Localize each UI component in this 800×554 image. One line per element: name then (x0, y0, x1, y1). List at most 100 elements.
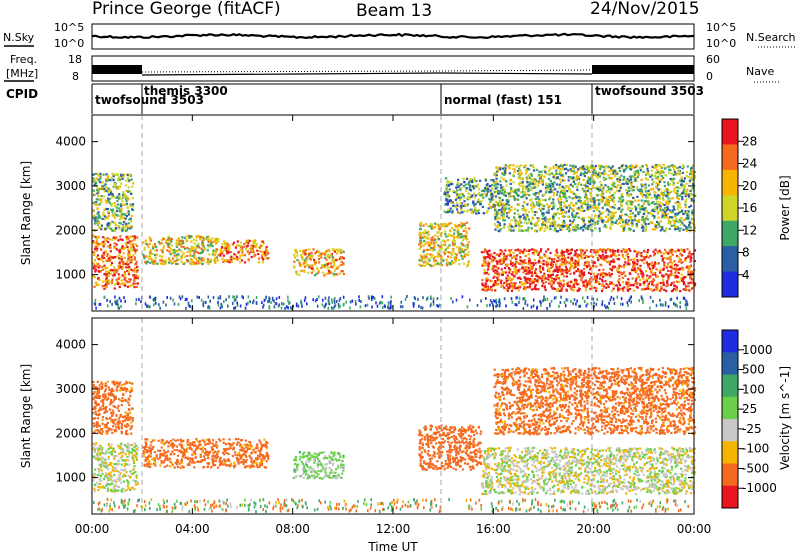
echo-cell (127, 213, 131, 216)
echo-cell (93, 285, 96, 288)
echo-cell (534, 194, 537, 197)
echo-cell (107, 226, 110, 229)
echo-cell (612, 200, 615, 203)
echo-cell (525, 176, 528, 179)
echo-cell (634, 282, 637, 285)
echo-cell (554, 213, 557, 216)
echo-cell (429, 243, 432, 246)
echo-cell (589, 177, 593, 180)
echo-cell (95, 201, 98, 204)
echo-cell (665, 251, 668, 254)
echo-cell (619, 178, 622, 181)
echo-cell (682, 189, 686, 192)
echo-cell (543, 169, 546, 172)
echo-cell (106, 282, 109, 285)
echo-cell (496, 262, 499, 265)
echo-cell (549, 279, 552, 282)
echo-cell (102, 214, 105, 217)
echo-cell (100, 201, 103, 204)
echo-cell (618, 278, 621, 281)
echo-cell (442, 243, 446, 246)
echo-cell (97, 174, 100, 177)
echo-cell (514, 287, 517, 290)
echo-cell (190, 258, 193, 261)
echo-cell (630, 215, 633, 219)
echo-cell (626, 286, 629, 289)
echo-cell (582, 282, 585, 286)
echo-cell (295, 272, 298, 276)
echo-cell (585, 172, 588, 175)
echo-cell (589, 266, 592, 269)
echo-cell (239, 249, 242, 252)
echo-cell (504, 204, 507, 207)
echo-cell (564, 172, 568, 175)
echo-cell (512, 283, 515, 286)
echo-cell (563, 221, 566, 224)
echo-cell (591, 185, 594, 188)
echo-cell (659, 205, 662, 208)
echo-cell (116, 209, 119, 212)
echo-cell (166, 238, 169, 241)
echo-cell (570, 263, 573, 266)
echo-cell (620, 200, 623, 203)
echo-cell (131, 254, 135, 257)
echo-cell (94, 172, 97, 175)
echo-cell (528, 277, 531, 281)
echo-cell (481, 193, 484, 196)
echo-cell (118, 193, 121, 196)
echo-cell (546, 264, 549, 268)
echo-cell (595, 187, 598, 190)
echo-cell (175, 239, 178, 242)
echo-cell (96, 212, 99, 215)
echo-cell (670, 164, 673, 167)
echo-cell (679, 179, 682, 182)
echo-cell (610, 172, 613, 175)
echo-cell (446, 262, 449, 265)
echo-cell (676, 186, 679, 189)
echo-cell (663, 189, 666, 192)
echo-cell (639, 258, 642, 261)
echo-cell (514, 263, 517, 266)
echo-cell (517, 221, 520, 224)
echo-cell (577, 264, 580, 267)
echo-cell (167, 245, 170, 248)
echo-cell (170, 237, 173, 240)
echo-cell (115, 278, 118, 281)
echo-cell (534, 279, 537, 282)
echo-cell (600, 193, 604, 196)
echo-cell (234, 246, 237, 249)
echo-cell (677, 219, 680, 223)
echo-cell (440, 263, 443, 267)
echo-cell (121, 200, 124, 203)
echo-cell (582, 172, 585, 175)
echo-cell (99, 243, 102, 246)
echo-cell (181, 236, 184, 239)
beam-title: Beam 13 (356, 1, 432, 21)
echo-cell (477, 212, 481, 215)
echo-cell (238, 257, 241, 260)
echo-cell (680, 223, 683, 226)
echo-cell (528, 249, 531, 252)
echo-cell (558, 165, 561, 168)
echo-cell (95, 238, 98, 242)
echo-cell (494, 289, 497, 292)
echo-cell (486, 263, 489, 266)
echo-cell (458, 193, 461, 196)
echo-cell (489, 191, 492, 194)
echo-cell (326, 262, 330, 266)
echo-cell (667, 222, 670, 225)
echo-cell (533, 204, 536, 208)
echo-cell (549, 228, 552, 231)
echo-cell (594, 221, 597, 224)
echo-cell (543, 274, 546, 277)
echo-cell (625, 202, 628, 205)
echo-cell (671, 209, 674, 212)
echo-cell (548, 270, 551, 273)
echo-cell (557, 217, 561, 220)
echo-cell (572, 265, 575, 268)
echo-cell (551, 189, 555, 192)
echo-cell (610, 197, 613, 200)
echo-cell (190, 235, 193, 238)
echo-cell (338, 249, 341, 252)
